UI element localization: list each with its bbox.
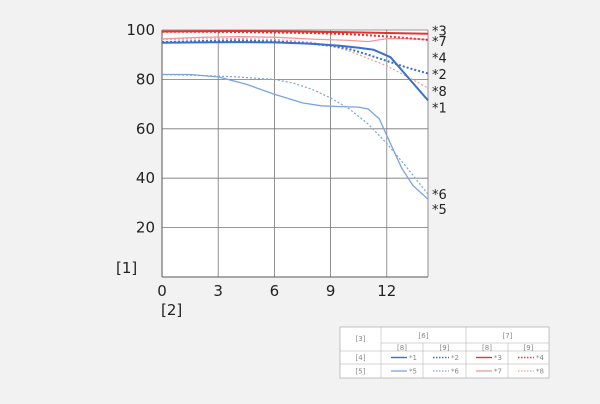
series-line-3 — [161, 30, 429, 35]
x-tick-label: 0 — [157, 282, 167, 300]
plot-area — [162, 30, 428, 277]
y-tick-label: 40 — [136, 169, 155, 187]
y-tick-label: 60 — [136, 120, 155, 138]
legend-corner-label: [3] — [356, 335, 366, 343]
series-end-label: *8 — [432, 85, 447, 100]
legend-entry-label: *7 — [494, 368, 502, 376]
x-tick-label: 3 — [213, 282, 223, 300]
series-end-label: *6 — [432, 188, 447, 203]
legend-subheader: [9] — [440, 344, 450, 352]
y-tick-label: 100 — [126, 21, 155, 39]
legend-subheader: [9] — [524, 344, 534, 352]
series-end-label: *3 — [432, 24, 447, 39]
legend-row-label: [4] — [356, 354, 366, 362]
series-end-label: *5 — [432, 203, 447, 218]
x-axis-label: [2] — [161, 301, 182, 319]
y-tick-label: 20 — [136, 219, 155, 237]
series-end-label: *4 — [432, 52, 447, 67]
series-line-7 — [161, 36, 429, 43]
series-end-label: *1 — [432, 102, 447, 117]
series-lines — [161, 30, 429, 200]
legend-entry-label: *1 — [409, 354, 417, 362]
x-tick-label: 9 — [326, 282, 336, 300]
legend-entry-label: *6 — [451, 368, 460, 376]
tick-labels: 20 40 60 80 100 0 3 6 9 12 — [126, 21, 396, 300]
legend-entry-label: *2 — [451, 354, 459, 362]
legend-box — [339, 326, 550, 379]
series-end-label: *2 — [432, 68, 447, 83]
legend-subheader: [8] — [397, 344, 407, 352]
legend-entry-label: *3 — [494, 354, 502, 362]
grid — [161, 29, 429, 278]
legend-group-label: [6] — [419, 332, 429, 340]
series-end-label: *7 — [432, 35, 447, 50]
legend-group-label: [7] — [503, 332, 513, 340]
y-axis-label: [1] — [116, 259, 137, 277]
series-line-5 — [162, 73, 429, 200]
y-tick-label: 80 — [136, 70, 155, 88]
series-line-1 — [161, 41, 429, 102]
x-tick-label: 6 — [270, 282, 280, 300]
legend-row-label: [5] — [356, 368, 366, 376]
x-tick-label: 12 — [377, 282, 396, 300]
legend-subheader: [8] — [482, 344, 492, 352]
legend-table: [3] [6] [7] [8] [9] [8] [9] [4] *1 *2 *3 *4 [5] *5 *6 *… — [339, 326, 550, 379]
legend-entry-label: *5 — [409, 368, 417, 376]
legend-entry-label: *4 — [536, 354, 545, 362]
legend-entry-label: *8 — [536, 368, 544, 376]
series-end-labels: *3*7 *4*2 *8 *1 *6*5 — [432, 24, 447, 218]
series-line-6 — [161, 73, 429, 195]
